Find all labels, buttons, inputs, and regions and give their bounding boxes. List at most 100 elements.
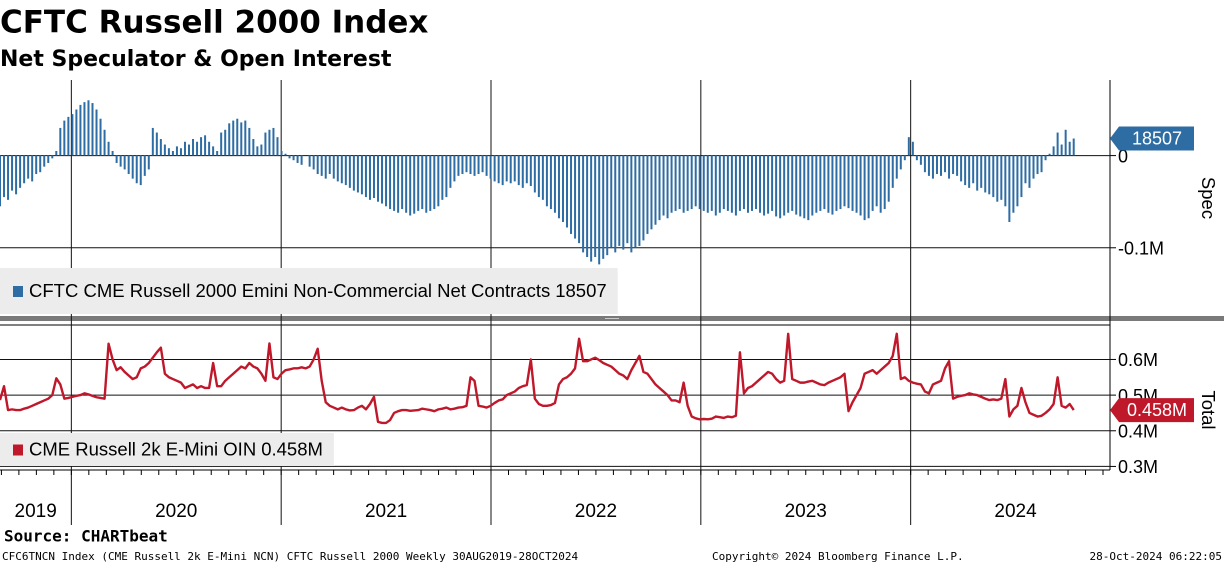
- bar: [714, 155, 717, 216]
- bar: [658, 155, 661, 221]
- bar: [746, 155, 749, 213]
- bar: [1012, 155, 1015, 213]
- bar: [779, 155, 782, 219]
- bar: [163, 144, 166, 156]
- bar: [561, 155, 564, 222]
- bar: [19, 155, 22, 188]
- bar: [505, 155, 508, 182]
- bar: [31, 155, 34, 182]
- bar: [328, 155, 331, 175]
- bar: [799, 155, 802, 217]
- bar: [598, 155, 601, 265]
- bar: [755, 155, 758, 210]
- bar: [220, 132, 223, 156]
- bar: [55, 150, 58, 156]
- bar: [260, 144, 263, 156]
- bar: [730, 155, 733, 213]
- bar: [694, 155, 697, 207]
- bar: [324, 155, 327, 179]
- bar: [662, 155, 665, 216]
- bar: [244, 120, 247, 156]
- footer-timestamp: 28-Oct-2024 06:22:05: [1090, 550, 1222, 563]
- bar: [1036, 155, 1039, 175]
- bar: [15, 155, 18, 195]
- bar: [771, 155, 774, 211]
- y-tick-label: 0.6M: [1118, 350, 1158, 370]
- bar: [264, 132, 267, 156]
- bar: [83, 102, 86, 156]
- bar: [698, 155, 701, 210]
- x-tick-label: 2024: [994, 501, 1037, 522]
- bar: [972, 155, 975, 184]
- bar: [240, 122, 243, 156]
- bar: [216, 150, 219, 156]
- last-value-tag: 0.458M: [1110, 398, 1194, 423]
- bar: [300, 155, 303, 165]
- bar: [79, 104, 82, 156]
- legend-value: 0.458M: [261, 438, 323, 459]
- bar: [847, 155, 850, 209]
- bar: [976, 155, 979, 191]
- bar: [654, 155, 657, 225]
- bar: [513, 155, 516, 182]
- bar: [167, 148, 170, 156]
- bar: [887, 155, 890, 202]
- bar: [51, 155, 54, 159]
- bar: [726, 155, 729, 211]
- bar: [678, 155, 681, 210]
- bar: [469, 155, 472, 175]
- bar: [915, 155, 918, 161]
- bar: [1040, 155, 1043, 173]
- bar: [1008, 155, 1011, 222]
- bar: [1004, 155, 1007, 207]
- bar: [280, 150, 283, 156]
- bar: [75, 109, 78, 156]
- bar: [381, 155, 384, 204]
- y-tick-label: 0.4M: [1118, 422, 1158, 442]
- bar: [204, 135, 207, 156]
- bar: [236, 118, 239, 156]
- bar: [734, 155, 737, 216]
- x-tick-label: 2019: [15, 501, 57, 522]
- y-tick-label: -0.1M: [1118, 239, 1164, 259]
- bar: [465, 155, 468, 173]
- bar: [952, 155, 955, 175]
- bar: [151, 127, 154, 156]
- bar: [935, 155, 938, 175]
- bar: [292, 155, 295, 161]
- bar: [521, 155, 524, 188]
- chart-title: CFTC Russell 2000 Index: [0, 5, 428, 41]
- bar: [39, 155, 42, 173]
- bar: [992, 155, 995, 198]
- bar: [461, 155, 464, 175]
- bar: [232, 120, 235, 156]
- bar: [296, 155, 299, 163]
- bar: [646, 155, 649, 234]
- bar: [336, 155, 339, 182]
- bar: [344, 155, 347, 186]
- bar: [718, 155, 721, 213]
- bar: [393, 155, 396, 211]
- bar: [23, 155, 26, 184]
- bar: [931, 155, 934, 179]
- bar: [1028, 155, 1031, 188]
- bar: [385, 155, 388, 207]
- bar: [123, 155, 126, 170]
- bar: [35, 155, 38, 175]
- bar: [372, 155, 375, 198]
- bar: [630, 155, 633, 253]
- bar: [706, 155, 709, 213]
- bar: [960, 155, 963, 182]
- bar: [67, 116, 70, 156]
- bar: [320, 155, 323, 176]
- bar: [441, 155, 444, 200]
- bar: [356, 155, 359, 193]
- bar: [1044, 155, 1047, 161]
- bar: [948, 155, 951, 179]
- bar: [63, 120, 66, 156]
- bar: [517, 155, 520, 186]
- bar: [208, 141, 211, 156]
- bar: [47, 155, 50, 163]
- bar: [87, 100, 90, 156]
- bar: [368, 155, 371, 200]
